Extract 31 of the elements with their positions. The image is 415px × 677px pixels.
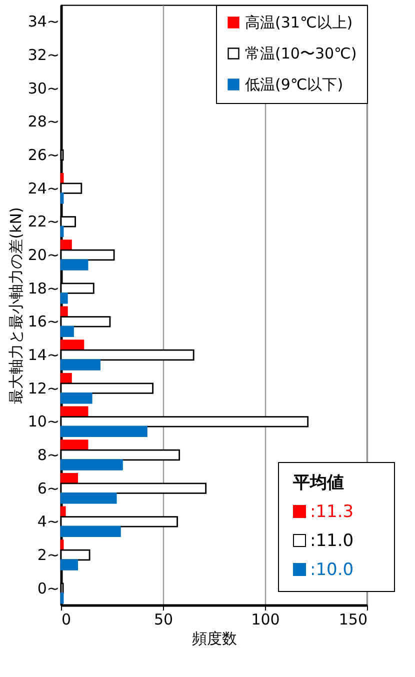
annotation: :11.3 <box>310 502 354 522</box>
annotation: :10.0 <box>310 560 354 580</box>
y-tick-label: 34~ <box>28 12 60 31</box>
legend-label: 低温(9℃以下) <box>245 76 344 94</box>
x-tick-label: 50 <box>154 610 174 628</box>
y-tick-label: 10~ <box>28 412 60 431</box>
y-tick-label: 2~ <box>37 546 60 564</box>
y-tick-label: 32~ <box>28 46 60 64</box>
y-tick-label: 22~ <box>28 212 60 231</box>
y-tick-label: 8~ <box>37 446 60 464</box>
y-tick-label: 26~ <box>28 146 60 164</box>
y-tick-label: 18~ <box>28 279 60 298</box>
y-tick-label: 16~ <box>28 312 60 331</box>
annotation: :11.0 <box>310 531 354 551</box>
y-tick-label: 30~ <box>28 79 60 98</box>
annotation: 平均値 <box>293 472 345 495</box>
x-tick-label: 150 <box>338 610 368 628</box>
y-tick-label: 4~ <box>37 512 60 531</box>
y-tick-label: 6~ <box>37 479 60 498</box>
y-tick-label: 24~ <box>28 179 60 198</box>
x-tick-label: 100 <box>251 610 280 628</box>
y-tick-label: 20~ <box>28 246 60 264</box>
y-tick-label: 14~ <box>28 346 60 364</box>
legend-label: 常温(10〜30℃) <box>245 44 357 62</box>
y-tick-label: 12~ <box>28 379 60 398</box>
y-axis-title: 最大軸力と最小軸力の差(kN) <box>6 207 25 404</box>
legend-label: 高温(31℃以上) <box>245 14 353 32</box>
x-axis-title: 頻度数 <box>192 630 237 648</box>
x-tick-label: 0 <box>62 610 72 628</box>
y-tick-label: 0~ <box>37 579 60 598</box>
y-tick-label: 28~ <box>28 112 60 131</box>
